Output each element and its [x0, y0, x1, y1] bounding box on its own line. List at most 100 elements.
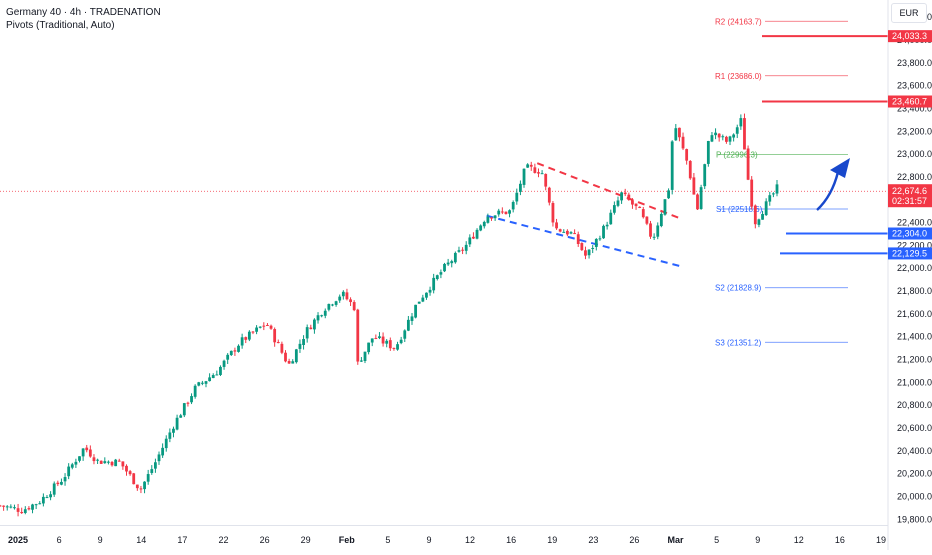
candle-body	[504, 211, 508, 215]
candle-body	[547, 187, 551, 203]
pivot-label-s3: S3 (21351.2)	[715, 338, 762, 347]
time-tick-label: 26	[629, 535, 639, 545]
candle-body	[399, 339, 403, 344]
candle-body	[23, 509, 27, 513]
candle-body	[598, 238, 602, 240]
candle-body	[558, 229, 562, 232]
price-tick-label: 22,200.0	[897, 240, 932, 250]
candle-body	[359, 360, 363, 362]
candle-body	[150, 469, 154, 473]
candle-body	[320, 315, 324, 317]
candle-body	[663, 199, 667, 215]
candle-body	[107, 461, 110, 463]
price-tick-label: 23,400.0	[897, 103, 932, 113]
time-tick-label: Mar	[668, 535, 685, 545]
candle-body	[378, 336, 381, 339]
candle-body	[573, 233, 577, 235]
candle-body	[0, 505, 2, 507]
candle-body	[479, 225, 483, 231]
indicator-label[interactable]: Pivots (Traditional, Auto)	[6, 20, 115, 31]
price-label-value: 23,460.7	[892, 96, 927, 106]
candle-body	[38, 503, 42, 505]
candle-body	[258, 326, 262, 328]
currency-button[interactable]: EUR	[891, 3, 927, 23]
candle-body	[410, 316, 414, 321]
candle-body	[215, 374, 219, 376]
candle-body	[678, 127, 681, 138]
candle-body	[634, 203, 638, 207]
candle-body	[750, 179, 754, 207]
price-axis[interactable]: 19,800.0 20,000.0 20,200.0 20,400.0 20,600.0…	[887, 0, 932, 550]
candle-body	[88, 449, 92, 457]
candle-body	[681, 136, 685, 149]
candle-body	[710, 135, 714, 142]
candle-body	[725, 136, 728, 142]
candle-body	[363, 351, 367, 361]
candle-body	[493, 215, 497, 219]
candle-body	[609, 212, 613, 225]
candle-body	[110, 462, 114, 466]
candle-body	[157, 454, 161, 462]
current-price-countdown: 02:31:57	[892, 196, 927, 206]
candle-body	[34, 504, 38, 506]
price-axis-bg	[888, 0, 932, 550]
candle-body	[508, 210, 511, 214]
candle-body	[482, 221, 486, 227]
candle-body	[425, 292, 428, 298]
candle-body	[714, 132, 717, 136]
candle-body	[287, 361, 291, 364]
candle-body	[222, 360, 226, 367]
candle-body	[584, 250, 587, 256]
candle-body	[638, 206, 642, 209]
price-tick-label: 21,000.0	[897, 377, 932, 387]
candle-body	[125, 465, 128, 472]
candle-body	[685, 149, 689, 161]
price-tick-label: 22,400.0	[897, 218, 932, 228]
candle-body	[428, 289, 432, 293]
price-tick-label: 20,800.0	[897, 400, 932, 410]
time-axis[interactable]: 2025 6 9 14 17 22 26 29 Feb 5 9 12 16 19 23 26 Mar 5 9 12 16…	[0, 525, 888, 546]
candle-body	[316, 315, 320, 321]
chart-legend: Germany 40 · 4h · TRADENATION Pivots (Tr…	[6, 6, 161, 32]
time-tick-label: 29	[301, 535, 311, 545]
candle-body	[674, 128, 678, 141]
current-price-box	[888, 184, 932, 208]
time-tick-label: 22	[218, 535, 228, 545]
price-tick-label: 23,600.0	[897, 81, 932, 91]
time-tick-label: 2025	[8, 535, 28, 545]
time-tick-label: 12	[794, 535, 804, 545]
candle-body	[576, 234, 580, 244]
pivot-label-s2: S2 (21828.9)	[715, 284, 762, 293]
candle-body	[746, 148, 750, 180]
candle-body	[121, 461, 125, 467]
time-tick-label: Feb	[339, 535, 356, 545]
candle-body	[92, 457, 96, 462]
candle-body	[345, 292, 349, 300]
candle-body	[16, 508, 20, 512]
price-tick-label: 22,800.0	[897, 172, 932, 182]
candle-body	[515, 192, 519, 202]
candle-body	[688, 160, 692, 179]
candle-body	[273, 329, 277, 343]
pivot-label-s1: S1 (22518.6)	[716, 205, 763, 214]
symbol-title[interactable]: Germany 40 · 4h · TRADENATION	[6, 7, 161, 18]
candle-body	[620, 192, 623, 201]
price-tick-label: 23,800.0	[897, 58, 932, 68]
candle-body	[468, 237, 472, 245]
pivot-label-r1: R1 (23686.0)	[715, 72, 762, 81]
candle-body	[587, 249, 591, 256]
candle-body	[540, 173, 544, 175]
candle-body	[96, 459, 99, 461]
candle-body	[497, 210, 501, 215]
candle-body	[569, 232, 573, 234]
price-label-value: 22,304.0	[892, 229, 927, 239]
price-label-box	[888, 247, 932, 260]
time-tick-label: 19	[547, 535, 557, 545]
candle-body	[417, 301, 421, 304]
candle-body	[128, 471, 132, 475]
candle-body	[154, 462, 157, 469]
candle-body	[313, 319, 316, 330]
price-label-box	[888, 95, 932, 108]
